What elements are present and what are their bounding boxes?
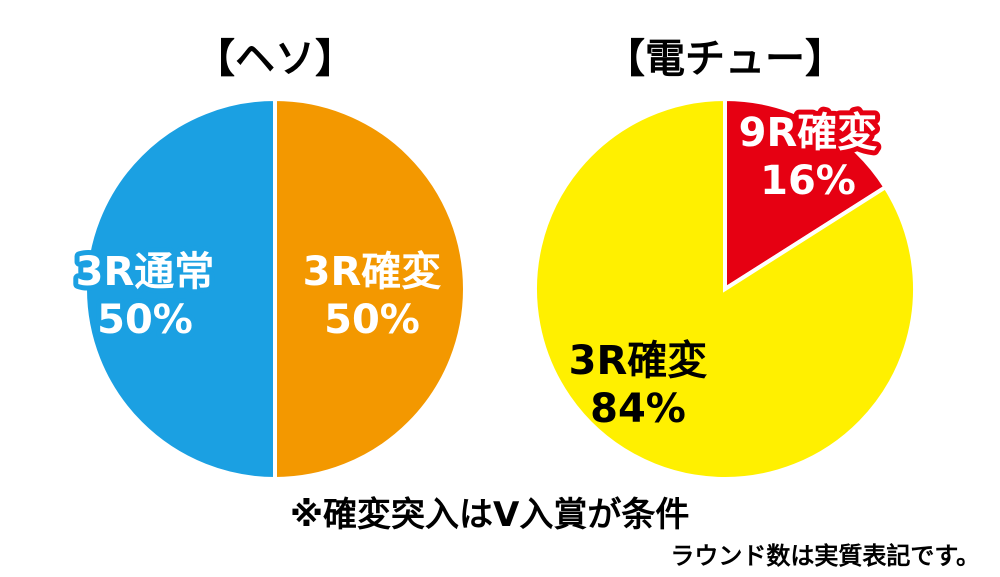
slice-label-1-1: 3R確変 (569, 338, 708, 384)
slice-label-0-1: 3R通常 (76, 249, 215, 295)
slice-value-0-1: 50% (97, 297, 193, 343)
pie-slice-0-0 (273, 96, 467, 482)
slice-value-1-1: 84% (590, 386, 686, 432)
slice-label-0-0: 3R確変 (303, 249, 442, 295)
chart-title-denchu: 【電チュー】 (605, 36, 845, 82)
caption-round-note: ラウンド数は実質表記です。 (670, 542, 980, 570)
footnote-v-condition: ※確変突入はV入賞が条件 (290, 495, 690, 535)
slice-value-1-0: 16% (760, 158, 856, 204)
pie-slice-0-1 (83, 96, 277, 482)
slice-label-1-0: 9R確変 (739, 110, 878, 156)
chart-title-heso: 【ヘソ】 (195, 36, 355, 82)
pie-slice-1-1 (533, 96, 917, 481)
slice-value-0-0: 50% (324, 297, 420, 343)
pie-slice-1-0 (723, 96, 889, 293)
